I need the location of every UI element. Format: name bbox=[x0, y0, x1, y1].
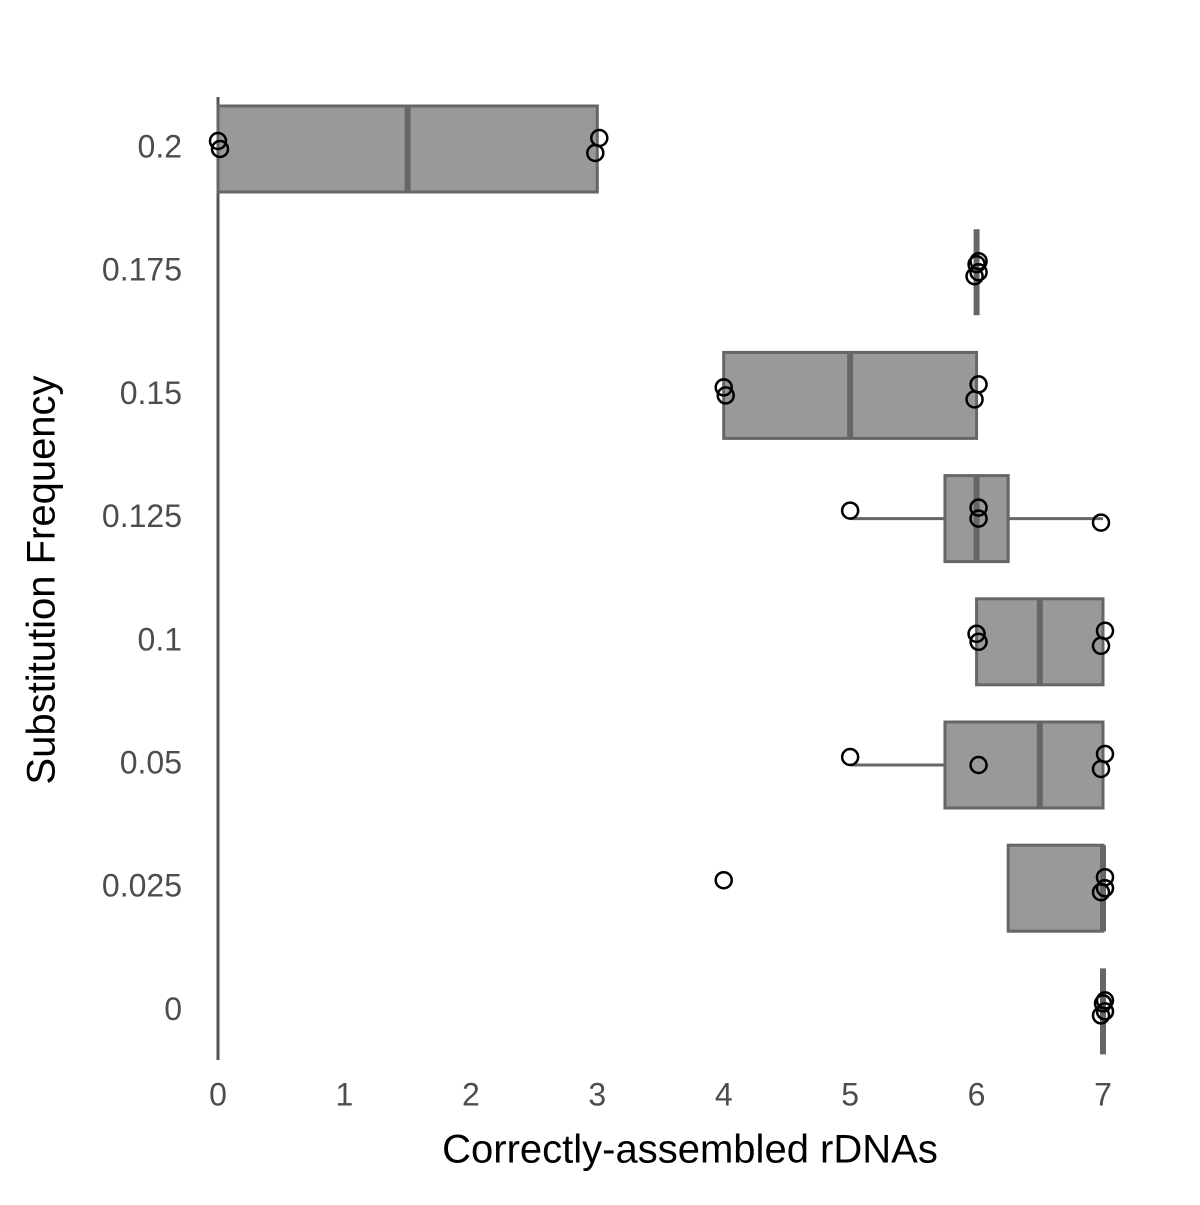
y-tick-label: 0.15 bbox=[120, 375, 182, 411]
point bbox=[716, 386, 735, 405]
point bbox=[1091, 513, 1111, 532]
point bbox=[1095, 878, 1115, 898]
point bbox=[969, 498, 988, 517]
point bbox=[967, 624, 986, 644]
x-tick-label: 6 bbox=[968, 1076, 986, 1112]
y-tick-label: 0.025 bbox=[102, 868, 182, 904]
x-tick-label: 4 bbox=[715, 1076, 733, 1112]
x-tick-label: 1 bbox=[336, 1076, 354, 1112]
point bbox=[208, 131, 228, 151]
y-tick-label: 0.1 bbox=[138, 621, 182, 657]
x-tick-label: 0 bbox=[209, 1076, 227, 1112]
point bbox=[965, 390, 984, 409]
point bbox=[210, 139, 230, 159]
point bbox=[1095, 1002, 1115, 1021]
point bbox=[586, 143, 605, 163]
y-tick-label: 0.2 bbox=[138, 128, 182, 164]
point bbox=[1091, 1006, 1111, 1025]
point bbox=[840, 747, 860, 767]
point bbox=[1091, 636, 1111, 656]
point bbox=[969, 632, 988, 652]
point bbox=[714, 378, 733, 397]
y-tick-label: 0.05 bbox=[120, 744, 182, 780]
point bbox=[969, 755, 988, 775]
x-axis-label: Correctly-assembled rDNAs bbox=[442, 1128, 938, 1172]
point bbox=[714, 870, 733, 890]
x-tick-label: 7 bbox=[1094, 1076, 1112, 1112]
point bbox=[969, 262, 988, 282]
point bbox=[840, 501, 860, 520]
point bbox=[965, 266, 984, 286]
y-tick-label: 0 bbox=[164, 991, 182, 1027]
x-tick-label: 2 bbox=[462, 1076, 480, 1112]
box bbox=[943, 720, 1105, 810]
y-tick-label: 0.125 bbox=[102, 498, 182, 534]
point bbox=[1091, 882, 1111, 902]
point bbox=[967, 254, 986, 274]
point bbox=[1093, 994, 1113, 1013]
y-axis-label: Substitution Frequency bbox=[20, 375, 64, 784]
point bbox=[969, 509, 988, 528]
x-tick-label: 3 bbox=[588, 1076, 606, 1112]
y-tick-label: 0.175 bbox=[102, 252, 182, 288]
point bbox=[1091, 759, 1111, 779]
x-tick-label: 5 bbox=[841, 1076, 859, 1112]
box bbox=[1006, 843, 1105, 933]
